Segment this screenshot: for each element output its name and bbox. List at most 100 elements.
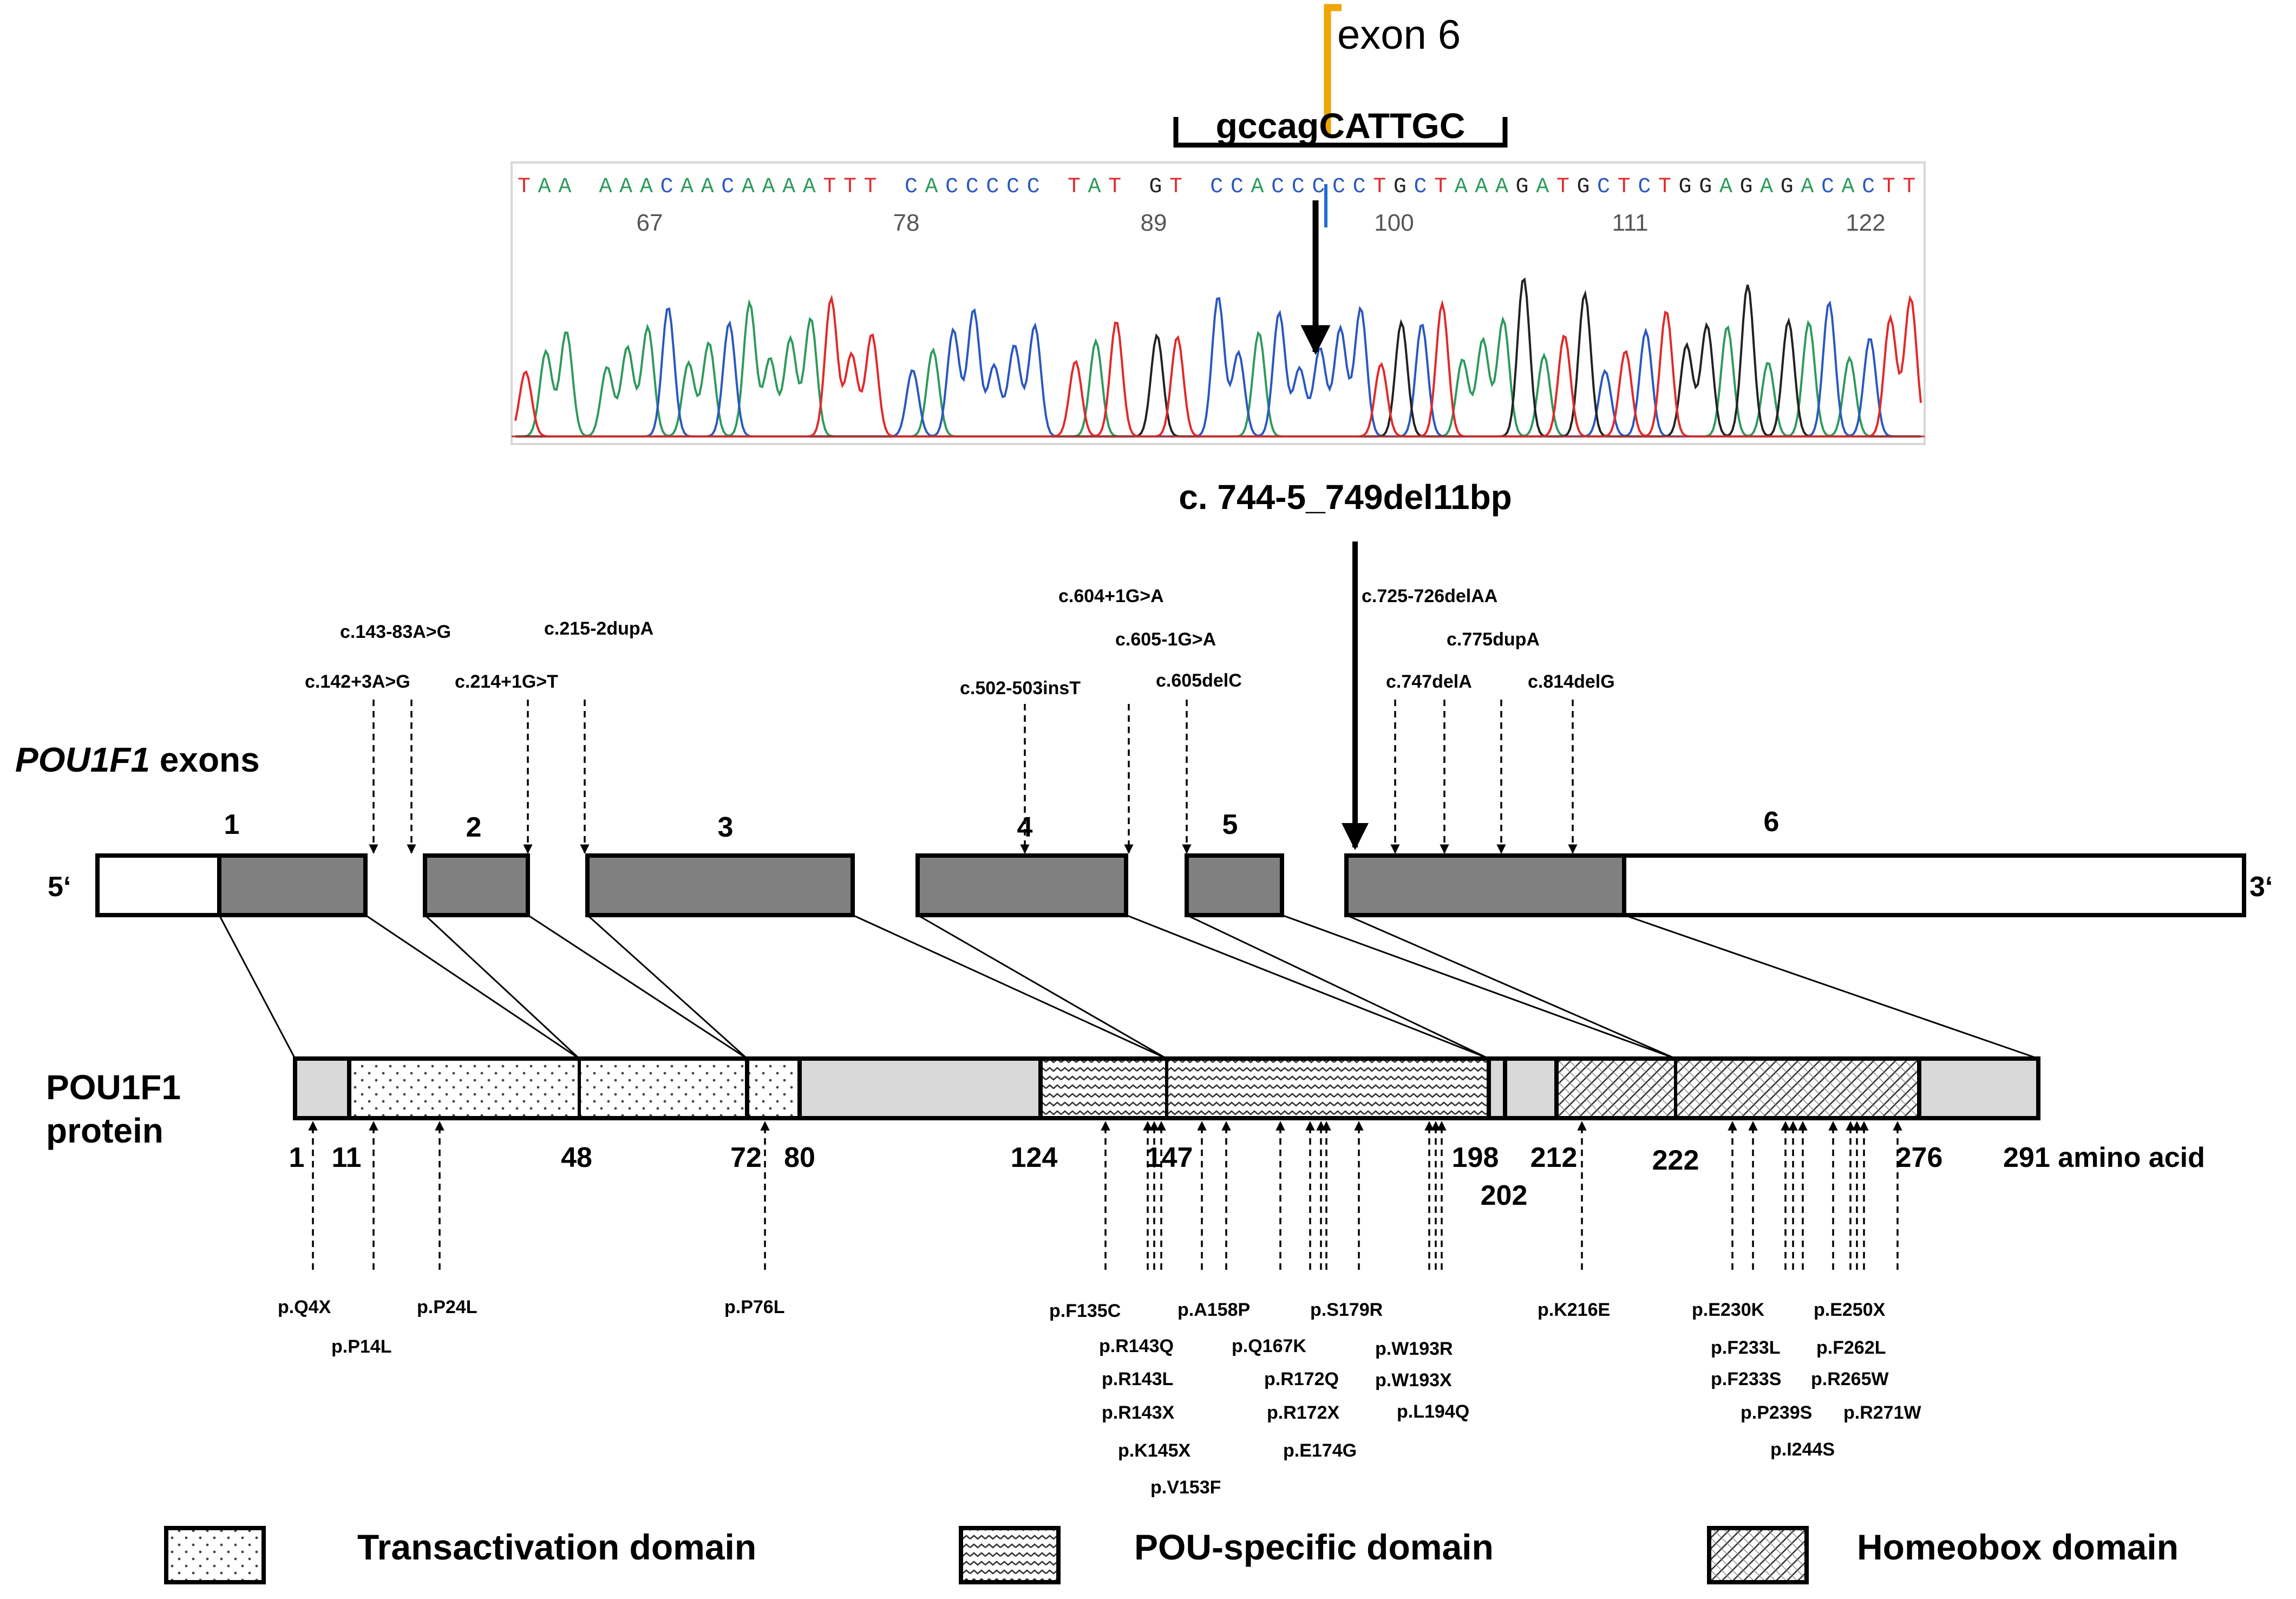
pou-specific-domain <box>1038 1056 1491 1120</box>
exon-number-1: 1 <box>224 809 240 840</box>
base-call: A <box>1495 175 1512 199</box>
protein-mutation: p.W193X <box>1375 1370 1452 1391</box>
base-call: C <box>1332 175 1349 199</box>
base-call: G <box>1739 175 1756 199</box>
base-call: C <box>1292 175 1308 199</box>
base-call: C <box>966 175 982 199</box>
base-call: C <box>1414 175 1430 199</box>
legend-label-pou: POU-specific domain <box>1134 1527 1494 1567</box>
sequence-bracket <box>1173 117 1508 148</box>
exon-number-5: 5 <box>1222 809 1238 840</box>
exon-1 <box>217 853 368 917</box>
base-call: C <box>1862 175 1878 199</box>
base-call: C <box>1006 175 1023 199</box>
base-call: G <box>1699 175 1715 199</box>
protein-mutation: p.W193R <box>1375 1339 1453 1359</box>
position-67: 67 <box>637 210 663 236</box>
aa-position: 11 <box>332 1142 362 1173</box>
base-call: T <box>864 175 880 199</box>
exon-number-3: 3 <box>718 812 734 843</box>
base-call: C <box>1312 175 1328 199</box>
gene-structure: POU1F1 exons 5‘ 3‘ 1 2 3 4 5 6 c.143-83A… <box>15 586 2273 917</box>
exon-number-4: 4 <box>1017 812 1033 843</box>
base-call: C <box>1027 175 1043 199</box>
protein-mutation: p.A158P <box>1178 1300 1250 1320</box>
base-call: A <box>599 175 616 199</box>
base-call: A <box>1475 175 1491 199</box>
exon-6 <box>1344 853 1626 917</box>
base-call: T <box>843 175 860 199</box>
connector-line <box>917 914 1167 1060</box>
legend-swatch-homeobox <box>1707 1526 1809 1584</box>
exon-2 <box>423 853 530 917</box>
aa-end-label: 291 amino acid <box>2003 1142 2205 1173</box>
cdna-mutation: c.605-1G>A <box>1115 629 1216 650</box>
base-call: A <box>1088 175 1104 199</box>
base-call: T <box>1882 175 1899 199</box>
protein-mutation: p.R143X <box>1102 1402 1174 1423</box>
aa-position: 72 <box>730 1142 762 1173</box>
aa-position: 147 <box>1146 1142 1193 1173</box>
bracket-sequence: gccagCATTGC <box>1216 106 1466 146</box>
aa-position: 48 <box>561 1142 592 1173</box>
connector-line <box>424 914 580 1060</box>
chromatogram-frame <box>511 161 1926 445</box>
base-call: T <box>1902 175 1919 199</box>
utr-5 <box>95 853 221 917</box>
protein-mutation: p.F262L <box>1816 1337 1886 1358</box>
protein-structure: POU1F1 protein 1 11 48 72 80 124 147 198… <box>46 1056 2205 1498</box>
protein-mutation: p.V153F <box>1150 1477 1221 1498</box>
aa-position: 80 <box>784 1142 815 1173</box>
base-call: C <box>721 175 737 199</box>
base-call: A <box>742 175 758 199</box>
protein-mutation: p.E230K <box>1692 1300 1765 1320</box>
protein-mutation: p.F135C <box>1049 1301 1121 1321</box>
connector-line <box>1346 914 1676 1060</box>
exon6-annotation: exon 6 gccagCATTGC c. 744-5_749del11bp <box>1173 4 1512 850</box>
utr-3 <box>1622 853 2246 917</box>
protein-mutation: p.R265W <box>1811 1369 1889 1389</box>
protein-segment-198-202 <box>1487 1056 1507 1120</box>
protein-mutation: p.R271W <box>1843 1402 1921 1423</box>
position-111: 111 <box>1612 210 1649 236</box>
base-call: T <box>1169 175 1186 199</box>
homeobox-domain <box>1554 1056 1921 1120</box>
protein-segment-80-124 <box>797 1056 1043 1120</box>
protein-mutation-arrows <box>308 1121 1902 1270</box>
exon-4 <box>915 853 1128 917</box>
protein-mutation: p.E174G <box>1283 1440 1357 1461</box>
protein-mutation: p.L194Q <box>1397 1401 1469 1422</box>
protein-mutation: p.P24L <box>417 1297 477 1317</box>
connector-line <box>365 914 580 1060</box>
protein-mutation: p.R143Q <box>1099 1336 1174 1356</box>
base-call: C <box>1231 175 1247 199</box>
base-call: C <box>1210 175 1226 199</box>
aa-position: 202 <box>1481 1180 1528 1211</box>
aa-position: 212 <box>1530 1142 1578 1173</box>
base-call: A <box>803 175 819 199</box>
base-call: A <box>762 175 779 199</box>
base-call: A <box>1842 175 1858 199</box>
base-call: G <box>1394 175 1410 199</box>
connector-line <box>1186 914 1489 1060</box>
base-call: A <box>782 175 799 199</box>
protein-mutation: p.P239S <box>1741 1402 1812 1423</box>
base-call: A <box>1536 175 1552 199</box>
cdna-mutation: c.747delA <box>1386 671 1472 692</box>
protein-title-line1: POU1F1 <box>46 1068 181 1107</box>
base-call: T <box>518 175 534 199</box>
cdna-mutation: c.725-726delAA <box>1362 586 1497 606</box>
base-call: A <box>538 175 554 199</box>
connector-line <box>527 914 748 1060</box>
cdna-mutation: c.143-83A>G <box>340 622 451 642</box>
protein-title-line2: protein <box>46 1111 163 1150</box>
base-call: G <box>1149 175 1165 199</box>
connector-line <box>218 915 296 1059</box>
five-prime-label: 5‘ <box>48 871 71 903</box>
base-call: A <box>925 175 941 199</box>
base-call: A <box>1455 175 1471 199</box>
gene-title: POU1F1 exons <box>15 740 260 779</box>
base-call: T <box>1068 175 1084 199</box>
